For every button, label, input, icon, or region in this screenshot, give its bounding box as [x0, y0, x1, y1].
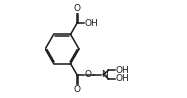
Text: OH: OH [116, 74, 129, 83]
Text: O: O [73, 4, 80, 13]
Text: O: O [85, 70, 91, 79]
Text: N: N [101, 70, 108, 79]
Text: O: O [73, 85, 80, 94]
Text: OH: OH [116, 66, 129, 75]
Text: OH: OH [85, 19, 98, 28]
